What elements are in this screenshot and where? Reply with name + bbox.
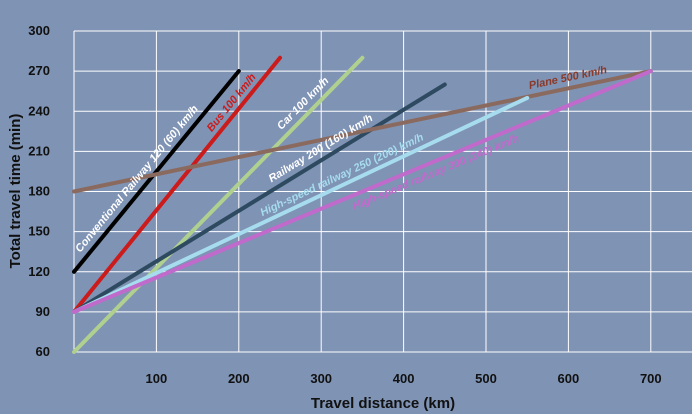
y-tick-label: 240 (28, 103, 50, 118)
y-tick-label: 60 (36, 344, 50, 359)
series-line-high-speed-railway-250-200-km-h (72, 95, 530, 314)
y-tick-label: 150 (28, 224, 50, 239)
y-tick-label: 120 (28, 264, 50, 279)
y-tick-label: 300 (28, 23, 50, 38)
y-tick-label: 90 (36, 304, 50, 319)
series-line-car-100-km-h (72, 55, 365, 354)
y-axis-title: Total travel time (min) (7, 114, 24, 269)
series-line-bus-100-km-h (72, 55, 282, 314)
series-line-railway-200-160-km-h (72, 82, 447, 314)
series-line-plane-500-km-h (72, 69, 653, 194)
series-lines (72, 55, 653, 354)
x-tick-label: 200 (228, 371, 250, 386)
series-line-high-speed-railway-300-240-km-h (72, 69, 653, 314)
y-tick-label: 210 (28, 143, 50, 158)
x-axis-title: Travel distance (km) (311, 395, 455, 412)
x-tick-label: 300 (310, 371, 332, 386)
x-tick-label: 500 (475, 371, 497, 386)
x-tick-label: 700 (640, 371, 662, 386)
y-tick-label: 180 (28, 184, 50, 199)
y-tick-label: 270 (28, 63, 50, 78)
x-tick-label: 600 (558, 371, 580, 386)
x-tick-label: 100 (146, 371, 168, 386)
x-tick-label: 400 (393, 371, 415, 386)
tick-labels: 60 90 120 150 180 210 240 270 300 100 200 300 400 500… (28, 23, 661, 386)
series-line-conventional-railway-120-60-km-h (72, 69, 241, 274)
